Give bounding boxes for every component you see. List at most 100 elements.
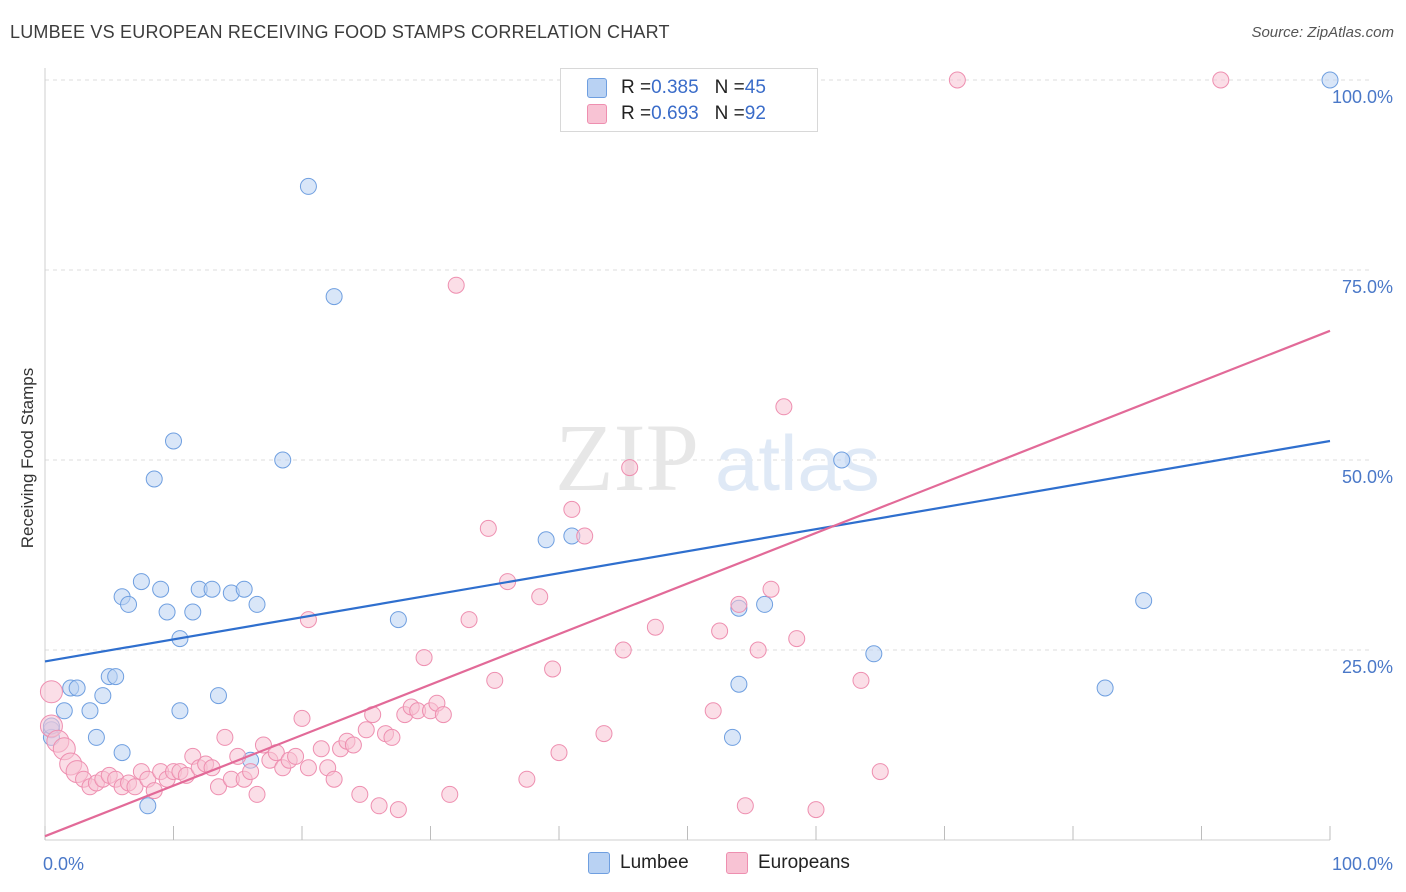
europeans-trend-line xyxy=(44,329,1331,838)
europeans-point xyxy=(563,500,581,518)
lumbee-point xyxy=(171,702,189,720)
lumbee-n-value: 45 xyxy=(744,77,766,98)
europeans-point xyxy=(370,797,388,815)
lumbee-legend-swatch xyxy=(588,852,610,874)
europeans-legend-swatch xyxy=(726,852,748,874)
lumbee-point xyxy=(87,728,105,746)
watermark-zip: ZIP xyxy=(555,404,699,511)
watermark: ZIP atlas xyxy=(555,404,880,511)
lumbee-point xyxy=(833,451,851,469)
europeans-point xyxy=(479,519,497,537)
legend-row-lumbee: R = 0.385 N = 45 xyxy=(587,77,766,99)
europeans-point xyxy=(287,747,305,765)
europeans-point xyxy=(871,763,889,781)
lumbee-point xyxy=(120,595,138,613)
source-label: Source: ZipAtlas.com xyxy=(1251,24,1394,41)
europeans-point xyxy=(209,778,227,796)
x-tick-label: 0.0% xyxy=(43,854,84,874)
europeans-point xyxy=(736,797,754,815)
lumbee-point xyxy=(537,531,555,549)
europeans-point xyxy=(299,611,317,629)
chart-title: LUMBEE VS EUROPEAN RECEIVING FOOD STAMPS… xyxy=(10,22,670,42)
watermark-atlas: atlas xyxy=(715,419,880,507)
europeans-point xyxy=(518,770,536,788)
lumbee-point xyxy=(145,470,163,488)
lumbee-point xyxy=(107,668,125,686)
data-points xyxy=(39,71,1339,819)
lumbee-point xyxy=(184,603,202,621)
europeans-point xyxy=(434,706,452,724)
europeans-point xyxy=(486,671,504,689)
lumbee-legend-label: Lumbee xyxy=(620,852,689,873)
lumbee-point xyxy=(865,645,883,663)
europeans-point xyxy=(749,641,767,659)
lumbee-point xyxy=(68,679,86,697)
lumbee-point xyxy=(81,702,99,720)
europeans-point xyxy=(39,680,63,704)
europeans-point xyxy=(344,736,362,754)
europeans-point xyxy=(948,71,966,89)
europeans-point xyxy=(595,725,613,743)
y-tick-label: 25.0% xyxy=(1342,657,1393,677)
europeans-point xyxy=(389,801,407,819)
stats-legend: R = 0.385 N = 45 R = 0.693 N = 92 xyxy=(560,68,818,132)
europeans-point xyxy=(447,276,465,294)
europeans-point xyxy=(293,709,311,727)
lumbee-point xyxy=(152,580,170,598)
europeans-point xyxy=(383,728,401,746)
europeans-point xyxy=(788,630,806,648)
y-tick-label: 100.0% xyxy=(1332,87,1393,107)
bottom-legend-europeans: Europeans xyxy=(726,852,850,874)
tick-labels: 25.0% 50.0% 75.0% 100.0% 0.0% 100.0% xyxy=(43,87,1393,874)
europeans-point xyxy=(351,785,369,803)
europeans-point xyxy=(531,588,549,606)
lumbee-trend-line xyxy=(44,439,1331,663)
europeans-point xyxy=(852,671,870,689)
lumbee-point xyxy=(139,797,157,815)
europeans-point xyxy=(126,778,144,796)
lumbee-point xyxy=(274,451,292,469)
europeans-r-label: R = xyxy=(621,103,652,124)
lumbee-point xyxy=(55,702,73,720)
lumbee-point xyxy=(113,744,131,762)
lumbee-point xyxy=(730,675,748,693)
europeans-point xyxy=(646,618,664,636)
lumbee-point xyxy=(165,432,182,450)
europeans-n-value: 92 xyxy=(744,103,766,124)
europeans-point xyxy=(807,801,825,819)
europeans-point xyxy=(762,580,780,598)
europeans-point xyxy=(1212,71,1230,89)
lumbee-point xyxy=(1096,679,1114,697)
lumbee-point xyxy=(203,580,221,598)
europeans-point xyxy=(614,641,632,659)
y-tick-label: 75.0% xyxy=(1342,277,1393,297)
bottom-legend-lumbee: Lumbee xyxy=(588,852,689,874)
europeans-point xyxy=(576,527,594,545)
lumbee-n-label: N = xyxy=(714,77,745,98)
lumbee-r-label: R = xyxy=(621,77,652,98)
europeans-n-label: N = xyxy=(714,103,745,124)
europeans-point xyxy=(357,721,375,739)
europeans-point xyxy=(704,702,722,720)
europeans-point xyxy=(711,622,729,640)
y-tick-label: 50.0% xyxy=(1342,467,1393,487)
europeans-point xyxy=(299,759,317,777)
lumbee-point xyxy=(158,603,176,621)
lumbee-point xyxy=(756,595,774,613)
lumbee-r-value: 0.385 xyxy=(651,77,699,98)
europeans-point xyxy=(248,785,266,803)
europeans-point xyxy=(460,611,478,629)
europeans-point xyxy=(550,744,568,762)
grid-lines xyxy=(45,79,1370,651)
lumbee-point xyxy=(94,687,112,705)
legend-row-europeans: R = 0.693 N = 92 xyxy=(587,103,766,125)
lumbee-point xyxy=(299,177,317,195)
europeans-point xyxy=(730,595,748,613)
europeans-point xyxy=(441,785,459,803)
lumbee-point xyxy=(325,288,343,306)
lumbee-point xyxy=(389,611,407,629)
europeans-r-value: 0.693 xyxy=(651,103,699,124)
lumbee-point xyxy=(723,728,741,746)
lumbee-point xyxy=(248,595,266,613)
